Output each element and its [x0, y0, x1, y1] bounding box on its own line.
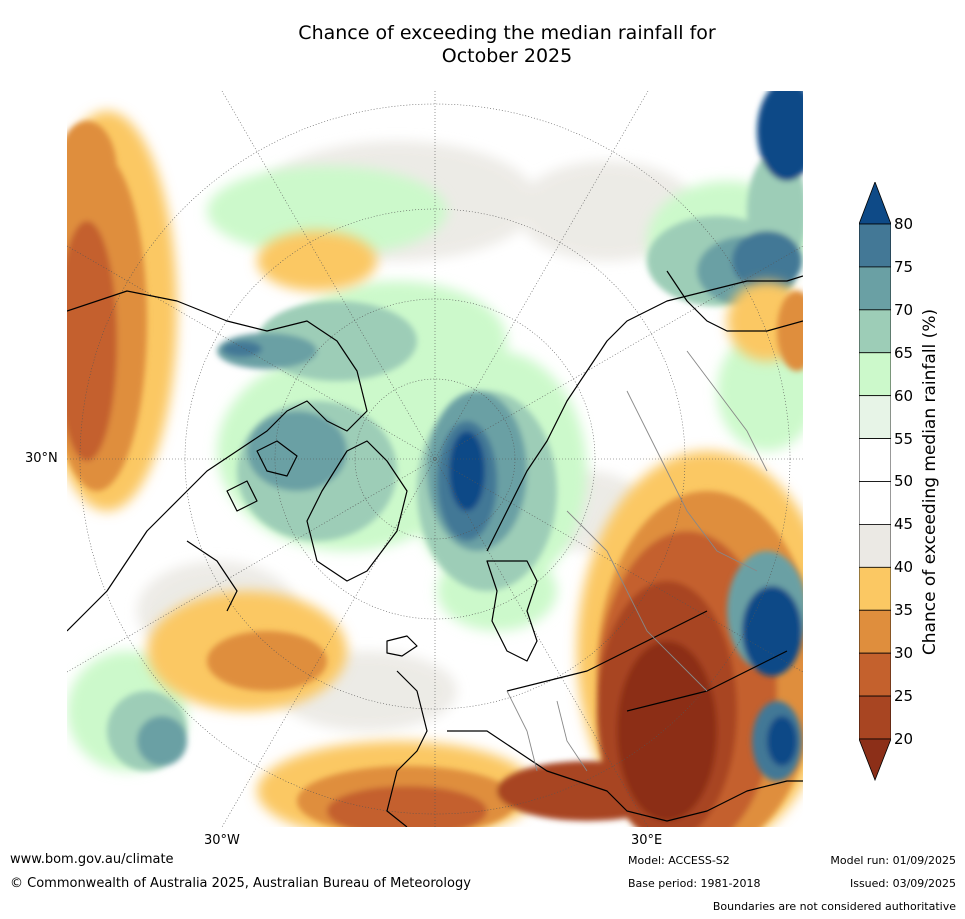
footer-base-period: Base period: 1981-2018	[628, 877, 761, 890]
colorbar-band	[859, 609, 891, 654]
colorbar-tick: 40	[894, 558, 914, 576]
colorbar-band	[859, 652, 891, 697]
colorbar-tick: 20	[894, 730, 914, 748]
colorbar-band	[859, 481, 891, 525]
colorbar-tick: 55	[894, 430, 914, 448]
longitude-label-30w: 30°W	[204, 833, 240, 848]
colorbar-tick: 25	[894, 687, 914, 705]
colorbar-extend-high	[859, 182, 891, 225]
footer-disclaimer: Boundaries are not considered authoritat…	[712, 900, 956, 913]
map-title-line1: Chance of exceeding the median rainfall …	[298, 22, 716, 44]
colorbar-band	[859, 395, 891, 439]
probability-shading	[67, 91, 803, 827]
footer-issued: Issued: 03/09/2025	[849, 877, 956, 890]
footer-url: www.bom.gov.au/climate	[10, 852, 174, 867]
map-title-line2: October 2025	[441, 45, 573, 67]
colorbar-tick: 30	[894, 644, 914, 662]
colorbar-extend-low	[859, 738, 891, 782]
longitude-label-30e: 30°E	[631, 833, 663, 848]
colorbar-band	[859, 566, 891, 611]
colorbar-band	[859, 524, 891, 568]
footer-model: Model: ACCESS-S2	[628, 854, 730, 867]
graticule	[67, 91, 803, 827]
colorbar-tick: 70	[894, 301, 914, 319]
rainfall-map	[67, 91, 803, 827]
rainfall-map-canvas	[67, 91, 803, 827]
country-borders	[506, 350, 768, 772]
colorbar-band	[859, 266, 891, 311]
map-title: Chance of exceeding the median rainfall …	[0, 22, 965, 68]
colorbar-tick: 35	[894, 601, 914, 619]
colorbar-band	[859, 352, 891, 397]
colorbar-band	[859, 309, 891, 354]
colorbar-tick: 45	[894, 515, 914, 533]
colorbar-tick: 60	[894, 387, 914, 405]
colorbar-band	[859, 695, 891, 740]
latitude-label-30n: 30°N	[25, 451, 58, 466]
colorbar-tick: 75	[894, 258, 914, 276]
footer-copyright: © Commonwealth of Australia 2025, Austra…	[10, 876, 471, 891]
colorbar-tick: 80	[894, 215, 914, 233]
colorbar-band	[859, 223, 891, 268]
colorbar	[859, 182, 891, 782]
colorbar-band	[859, 438, 891, 482]
footer-model-run: Model run: 01/09/2025	[830, 854, 956, 867]
colorbar-tick: 65	[894, 344, 914, 362]
colorbar-bands	[859, 223, 891, 740]
colorbar-label: Chance of exceeding median rainfall (%)	[920, 308, 940, 656]
colorbar-tick: 50	[894, 472, 914, 490]
